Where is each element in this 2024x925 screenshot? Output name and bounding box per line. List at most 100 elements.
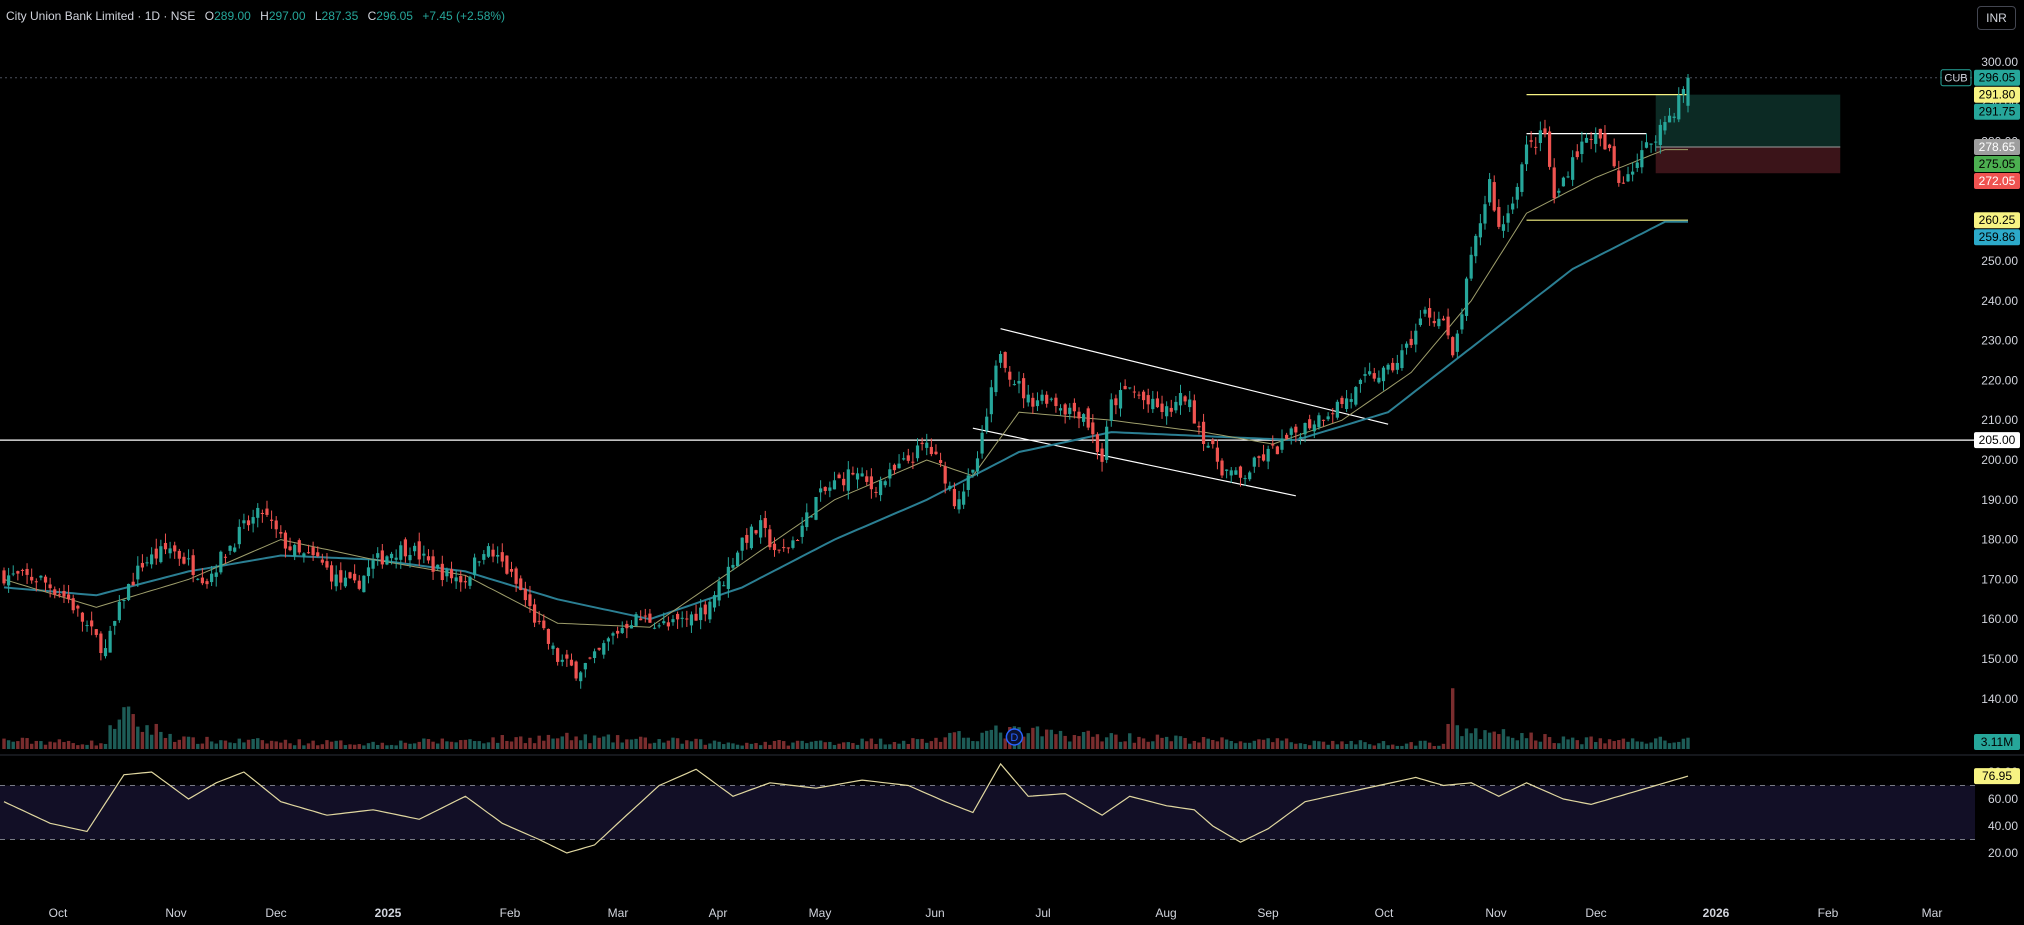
candle-body <box>1022 378 1026 399</box>
volume-bar <box>1432 745 1436 749</box>
candle-body <box>1095 434 1100 452</box>
volume-bar <box>1086 730 1090 749</box>
candle-body <box>459 576 463 583</box>
volume-bar <box>722 744 726 749</box>
volume-bar <box>1520 733 1524 749</box>
candle-body <box>491 549 495 557</box>
volume-bar <box>256 738 260 749</box>
volume-bar <box>1160 737 1164 749</box>
candle-body <box>1677 95 1681 120</box>
volume-bar <box>509 741 514 749</box>
volume-bar <box>25 738 29 749</box>
volume-bar <box>952 732 957 749</box>
candle-body <box>897 463 901 469</box>
candle-body <box>592 651 597 658</box>
candle-body <box>1294 426 1298 433</box>
volume-bar <box>186 736 191 749</box>
candle-body <box>1008 371 1012 380</box>
candle-body <box>1285 434 1289 439</box>
candle-body <box>1446 316 1450 336</box>
candle-body <box>1644 142 1649 148</box>
volume-bar <box>1331 740 1335 749</box>
volume-bar <box>1686 737 1690 749</box>
currency-button[interactable]: INR <box>1977 6 2016 30</box>
candle-body <box>1082 414 1086 422</box>
candle-body <box>43 576 48 583</box>
volume-bar <box>648 743 652 749</box>
volume-bar <box>1201 737 1206 749</box>
volume-bars <box>2 688 1690 749</box>
volume-bar <box>103 743 108 749</box>
volume-bar <box>343 745 348 749</box>
volume-bar <box>865 741 869 749</box>
candle-body <box>117 601 121 621</box>
volume-bar <box>643 737 648 749</box>
volume-bar <box>1363 742 1367 749</box>
candle-body <box>1534 146 1538 148</box>
volume-label-box <box>1974 734 2020 750</box>
volume-bar <box>675 738 680 749</box>
candle-body <box>228 545 232 551</box>
volume-bar <box>389 744 394 749</box>
volume-bar <box>611 742 615 749</box>
volume-bar <box>1506 736 1510 749</box>
volume-bar <box>246 739 251 749</box>
price-label-box <box>1974 138 2020 155</box>
volume-bar <box>860 738 864 749</box>
volume-bar <box>1174 735 1178 749</box>
candle-body <box>1524 144 1529 165</box>
volume-bar <box>1497 734 1501 749</box>
candle-body <box>233 547 237 552</box>
candle-body <box>274 520 278 530</box>
candle-body <box>477 561 481 563</box>
volume-bar <box>279 742 283 749</box>
volume-bar <box>417 741 421 749</box>
volume-bar <box>708 743 712 749</box>
candle-body <box>445 569 449 577</box>
y-tick-label: 300.00 <box>1981 55 2018 69</box>
symbol-title[interactable]: City Union Bank Limited · 1D · NSE <box>6 9 196 23</box>
candle-body <box>1681 89 1685 95</box>
candle-body <box>103 648 108 657</box>
volume-bar <box>1040 736 1044 749</box>
candle-body <box>1026 394 1030 403</box>
volume-bar <box>200 743 205 749</box>
candle-body <box>805 512 809 528</box>
volume-bar <box>1414 745 1418 749</box>
volume-bar <box>140 731 145 749</box>
volume-bar <box>749 743 754 749</box>
candle-body <box>828 487 832 491</box>
candle-body <box>731 564 735 568</box>
candle-body <box>371 560 375 569</box>
candle-body <box>223 556 228 558</box>
volume-bar <box>1469 733 1473 749</box>
volume-bar <box>168 733 172 749</box>
channel-line-0 <box>1000 328 1389 425</box>
volume-bar <box>297 739 301 749</box>
volume-bar <box>1178 736 1183 749</box>
candle-body <box>389 553 394 559</box>
volume-bar <box>1247 742 1252 749</box>
price-label-text: 278.65 <box>1979 140 2016 154</box>
candle-body <box>795 540 800 542</box>
candle-body <box>1303 422 1307 435</box>
candle-body <box>1483 204 1487 224</box>
candle-body <box>1275 446 1279 455</box>
candle-body <box>537 620 541 622</box>
volume-bar <box>717 741 721 749</box>
candle-body <box>1460 314 1464 330</box>
volume-bar <box>925 742 929 749</box>
candle-body <box>925 442 929 448</box>
candle-body <box>523 588 527 601</box>
high-label: H <box>260 9 269 23</box>
candle-body <box>1368 371 1372 375</box>
volume-bar <box>689 741 694 749</box>
candle-body <box>1192 400 1196 424</box>
volume-bar <box>89 740 94 749</box>
volume-bar <box>957 731 961 749</box>
volume-bar <box>634 738 638 749</box>
volume-bar <box>1672 742 1676 749</box>
symbol-tag-text: CUB <box>1944 73 1967 85</box>
volume-bar <box>1372 745 1376 749</box>
